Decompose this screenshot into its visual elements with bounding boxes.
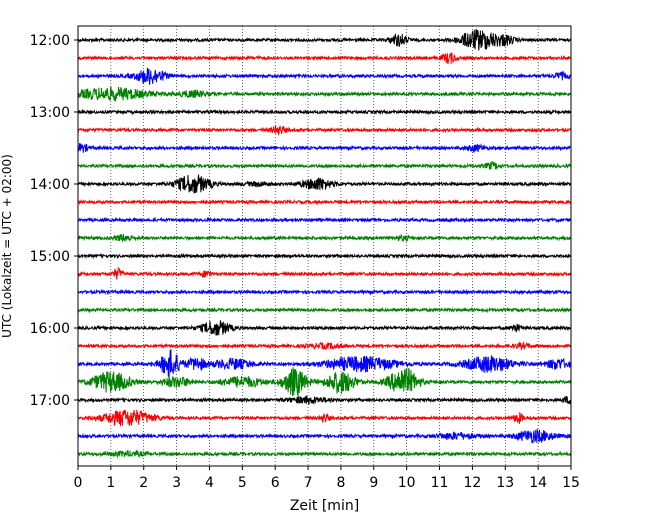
y-tick-label: 13:00 [30,105,70,121]
trace-16:45 [77,367,572,397]
trace-12:15 [77,52,572,65]
trace-15:45 [77,306,572,314]
trace-12:00 [77,28,572,51]
y-tick-label: 16:00 [30,321,70,337]
trace-17:30 [77,428,572,444]
trace-16:30 [77,349,572,379]
trace-15:00 [77,252,572,260]
x-tick-label: 0 [74,475,83,491]
trace-13:45 [77,160,572,171]
x-tick-label: 5 [238,475,247,491]
x-tick-label: 9 [369,475,378,491]
trace-16:00 [77,320,572,336]
trace-13:30 [77,142,572,154]
y-tick-label: 15:00 [30,249,70,265]
trace-14:15 [77,198,572,206]
plot-frame [77,25,572,467]
x-tick-label: 7 [304,475,313,491]
y-tick-label: 12:00 [30,33,70,49]
trace-16:15 [77,340,572,351]
trace-14:30 [77,216,572,224]
vertical-gridlines [110,26,539,466]
trace-13:00 [77,108,572,116]
trace-13:15 [77,125,572,136]
x-tick-label: 12 [463,475,481,491]
x-tick-label: 14 [529,475,547,491]
trace-17:00 [77,394,572,405]
trace-14:00 [77,174,572,194]
x-tick-label: 2 [139,475,148,491]
x-tick-label: 10 [398,475,416,491]
trace-15:30 [77,288,572,296]
trace-15:15 [77,266,572,280]
y-tick-label: 14:00 [30,177,70,193]
traces-group [77,28,572,459]
x-tick-label: 1 [106,475,115,491]
x-axis: 0 1 2 3 4 5 6 7 8 9 10 11 12 13 14 15 [74,466,580,491]
trace-14:45 [77,233,572,243]
y-axis-label: UTC (Lokalzeit = UTC + 02:00) [0,154,14,338]
y-tick-label: 17:00 [30,393,70,409]
y-axis: 12:00 13:00 14:00 15:00 16:00 17:00 [30,33,78,409]
x-axis-label: Zeit [min] [290,498,359,514]
x-tick-label: 4 [205,475,214,491]
trace-12:45 [77,86,572,102]
trace-12:30 [77,67,572,85]
x-tick-label: 8 [336,475,345,491]
x-tick-label: 3 [172,475,181,491]
x-tick-label: 15 [562,475,580,491]
x-tick-label: 11 [431,475,449,491]
x-tick-label: 6 [271,475,280,491]
x-tick-label: 13 [496,475,514,491]
trace-17:45 [77,449,572,459]
trace-17:15 [77,409,572,427]
